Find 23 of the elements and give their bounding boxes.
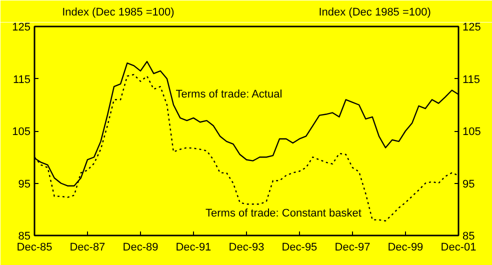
y-tick-label: 95 bbox=[18, 178, 31, 190]
x-tick-label: Dec-95 bbox=[282, 242, 318, 254]
y2-tick-label: 115 bbox=[462, 74, 480, 86]
x-tick-label: Dec-85 bbox=[16, 242, 52, 254]
x-tick-label: Dec-87 bbox=[70, 242, 106, 254]
annotation: Terms of trade: Constant basket bbox=[206, 208, 362, 220]
y-tick-label: 115 bbox=[12, 74, 31, 86]
x-tick-label: Dec-97 bbox=[334, 242, 370, 254]
y-tick-label: 125 bbox=[12, 22, 31, 34]
x-tick-label: Dec-89 bbox=[122, 242, 158, 254]
y-tick-label: 85 bbox=[18, 230, 31, 242]
y2-tick-label: 125 bbox=[462, 22, 481, 34]
y2-tick-label: 105 bbox=[462, 126, 481, 138]
y2-tick-label: 95 bbox=[462, 178, 475, 190]
x-tick-label: Dec-99 bbox=[388, 242, 424, 254]
y2-tick-label: 85 bbox=[462, 230, 475, 242]
x-tick-label: Dec-93 bbox=[228, 242, 264, 254]
x-tick-label: Dec-01 bbox=[440, 242, 476, 254]
y2-axis-title: Index (Dec 1985 =100) bbox=[318, 6, 431, 18]
annotation: Terms of trade: Actual bbox=[176, 88, 282, 100]
y-tick-label: 105 bbox=[12, 126, 31, 138]
y-axis-title: Index (Dec 1985 =100) bbox=[62, 6, 174, 18]
x-tick-label: Dec-91 bbox=[176, 242, 212, 254]
